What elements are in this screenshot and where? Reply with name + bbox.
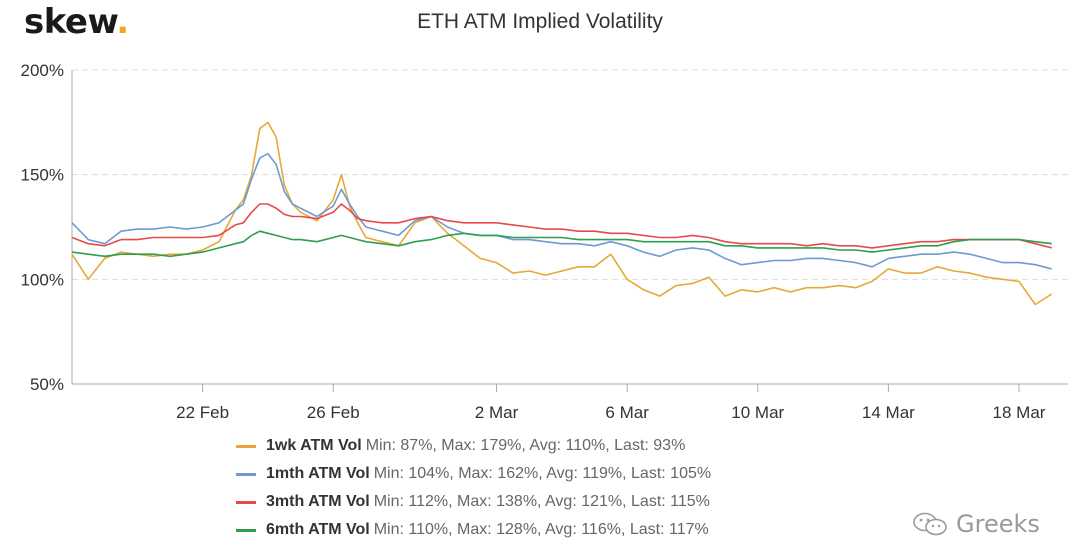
legend-item[interactable]: 3mth ATM Vol Min: 112%, Max: 138%, Avg: 1… — [236, 488, 711, 516]
legend-item[interactable]: 1wk ATM Vol Min: 87%, Max: 179%, Avg: 110… — [236, 432, 711, 460]
y-tick-label: 100% — [21, 270, 64, 289]
y-tick-label: 200% — [21, 61, 64, 80]
skew-logo: skew. — [24, 2, 129, 42]
legend-item[interactable]: 1mth ATM Vol Min: 104%, Max: 162%, Avg: 1… — [236, 460, 711, 488]
series-line-6mth — [71, 230, 1052, 258]
x-axis: 22 Feb 26 Feb 2 Mar 6 Mar 10 Mar 14 Mar 18 Mar — [72, 383, 1068, 422]
logo-dot: . — [116, 2, 129, 42]
x-tick-label: 6 Mar — [605, 403, 649, 422]
legend-item[interactable]: 6mth ATM Vol Min: 110%, Max: 128%, Avg: 1… — [236, 516, 711, 544]
series-lines — [71, 121, 1053, 306]
series-line-1wk — [71, 121, 1053, 306]
watermark-text: Greeks — [956, 510, 1040, 538]
chart-title: ETH ATM Implied Volatility — [417, 10, 663, 33]
x-tick-label: 10 Mar — [731, 403, 784, 422]
x-tick-label: 18 Mar — [993, 403, 1046, 422]
legend-swatch — [236, 528, 256, 532]
x-tick-label: 14 Mar — [862, 403, 915, 422]
legend-swatch — [236, 472, 256, 476]
y-axis: 50% 100% 150% 200% — [21, 61, 73, 394]
wechat-icon — [913, 512, 947, 536]
watermark: Greeks — [912, 510, 1040, 538]
grid-lines — [72, 69, 1068, 280]
legend-swatch — [236, 500, 256, 504]
legend: 1wk ATM Vol Min: 87%, Max: 179%, Avg: 110… — [236, 432, 711, 544]
legend-series-name: 1wk ATM Vol — [266, 437, 362, 454]
x-tick-label: 2 Mar — [475, 403, 519, 422]
x-tick-label: 22 Feb — [176, 403, 229, 422]
y-tick-label: 150% — [21, 166, 64, 185]
legend-series-name: 1mth ATM Vol — [266, 465, 370, 482]
legend-series-stats: Min: 87%, Max: 179%, Avg: 110%, Last: 93… — [365, 437, 686, 454]
legend-series-stats: Min: 112%, Max: 138%, Avg: 121%, Last: 1… — [373, 493, 710, 510]
legend-swatch — [236, 444, 256, 448]
series-line-3mth — [71, 203, 1052, 249]
series-line-1mth — [71, 152, 1052, 270]
legend-series-name: 6mth ATM Vol — [266, 521, 370, 538]
legend-series-name: 3mth ATM Vol — [266, 493, 370, 510]
y-tick-label: 50% — [30, 375, 64, 394]
legend-series-stats: Min: 104%, Max: 162%, Avg: 119%, Last: 1… — [373, 465, 712, 482]
x-tick-label: 26 Feb — [307, 403, 360, 422]
logo-text: skew — [24, 2, 117, 42]
legend-series-stats: Min: 110%, Max: 128%, Avg: 116%, Last: 1… — [373, 521, 709, 538]
